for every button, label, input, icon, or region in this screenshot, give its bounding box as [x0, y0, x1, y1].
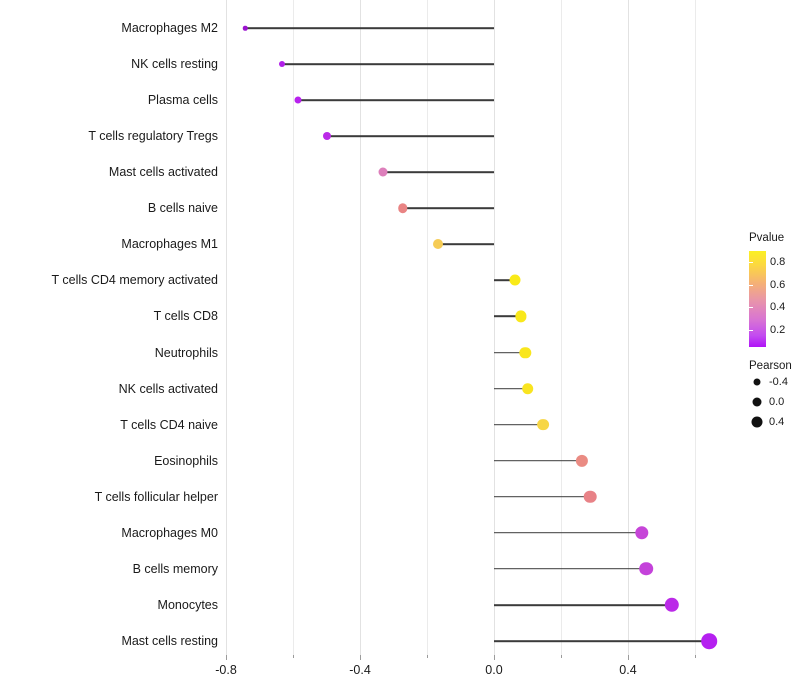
data-point[interactable] — [294, 96, 302, 104]
lollipop-stem — [494, 387, 528, 390]
x-axis-tick — [360, 655, 361, 660]
pearson-legend-dot — [752, 397, 762, 407]
y-axis-label: Monocytes — [157, 597, 218, 612]
data-point[interactable] — [509, 274, 521, 286]
x-axis-minor-tick — [695, 655, 696, 658]
pearson-legend-title: Pearson — [749, 360, 792, 372]
colorbar-tick-label: 0.8 — [770, 256, 786, 269]
data-point[interactable] — [576, 454, 589, 467]
y-axis-label: T cells CD4 naive — [120, 417, 218, 432]
pvalue-colorbar-gradient — [749, 251, 766, 347]
pearson-legend-label: 0.0 — [769, 396, 785, 408]
data-point[interactable] — [242, 25, 248, 31]
lollipop-stem — [494, 351, 526, 354]
lollipop-stem — [402, 207, 494, 210]
y-axis-label: Mast cells resting — [121, 633, 218, 648]
y-axis-label: Neutrophils — [154, 345, 218, 360]
y-axis-label: B cells naive — [147, 201, 218, 216]
gridline — [226, 0, 227, 655]
x-axis-tick — [494, 655, 495, 660]
x-axis-tick-label: 0.4 — [619, 663, 637, 677]
data-point[interactable] — [433, 239, 444, 250]
x-axis-tick-label: 0.0 — [485, 663, 503, 677]
y-axis-label: Macrophages M1 — [121, 237, 218, 252]
x-axis-tick-label: -0.8 — [215, 663, 237, 677]
colorbar-tick — [749, 307, 753, 309]
lollipop-stem — [494, 423, 543, 426]
pearson-legend-dot — [751, 416, 763, 428]
pvalue-colorbar — [749, 251, 766, 347]
y-axis-label: B cells memory — [132, 561, 218, 576]
pearson-legend-dot — [753, 378, 761, 386]
colorbar-tick — [749, 262, 753, 264]
lollipop-stem — [494, 315, 522, 318]
lollipop-stem — [245, 27, 494, 29]
data-point[interactable] — [635, 526, 649, 540]
y-axis-label: Eosinophils — [154, 453, 218, 468]
lollipop-stem — [438, 243, 494, 246]
colorbar-tick — [749, 330, 753, 332]
x-axis-tick-label: -0.4 — [349, 663, 371, 677]
colorbar-tick-label: 0.2 — [770, 324, 786, 337]
data-point[interactable] — [537, 418, 549, 431]
gridline — [360, 0, 361, 655]
data-point[interactable] — [583, 490, 597, 504]
data-point[interactable] — [664, 597, 680, 613]
data-point[interactable] — [322, 132, 331, 141]
gridline — [561, 0, 562, 655]
y-axis-label: Macrophages M2 — [121, 20, 218, 35]
lollipop-stem — [494, 640, 710, 642]
x-axis-tick — [226, 655, 227, 660]
x-axis: -0.8 -0.4 0.0 0.4 — [215, 655, 727, 700]
data-point[interactable] — [522, 382, 534, 395]
x-axis-minor-tick — [293, 655, 294, 658]
y-axis-label: NK cells activated — [118, 381, 218, 396]
gridline — [427, 0, 428, 655]
y-axis-label: T cells follicular helper — [94, 489, 218, 504]
y-axis-label: Macrophages M0 — [121, 525, 218, 540]
lollipop-stem — [494, 604, 672, 606]
data-point[interactable] — [701, 633, 717, 649]
lollipop-stem — [383, 171, 494, 174]
lollipop-stem — [494, 459, 583, 462]
colorbar-tick — [749, 284, 753, 286]
gridline — [695, 0, 696, 655]
pearson-legend-label: 0.4 — [769, 416, 785, 428]
gridline — [494, 0, 495, 655]
data-point[interactable] — [278, 61, 285, 68]
data-point[interactable] — [378, 167, 388, 177]
y-axis-labels: Macrophages M2 NK cells resting Plasma cel… — [0, 0, 219, 700]
y-axis-label: T cells regulatory Tregs — [88, 128, 218, 143]
plot-panel — [226, 0, 727, 655]
y-axis-label: Plasma cells — [147, 92, 218, 107]
y-axis-label: T cells CD8 — [153, 309, 218, 324]
lollipop-stem — [298, 99, 494, 101]
y-axis-label: T cells CD4 memory activated — [51, 273, 219, 288]
lollipop-stem — [281, 63, 494, 65]
pvalue-legend-title: Pvalue — [749, 232, 785, 244]
y-axis-label: NK cells resting — [131, 56, 218, 71]
y-axis-label: Mast cells activated — [108, 164, 218, 179]
lollipop-stem — [326, 135, 494, 137]
lollipop-stem — [494, 495, 591, 498]
data-point[interactable] — [519, 346, 531, 359]
gridline — [293, 0, 294, 655]
data-point[interactable] — [639, 562, 653, 576]
x-axis-tick — [628, 655, 629, 660]
lollipop-stem — [494, 279, 516, 282]
lollipop-stem — [494, 532, 643, 534]
x-axis-minor-tick — [427, 655, 428, 658]
data-point[interactable] — [398, 203, 408, 214]
data-point[interactable] — [515, 310, 527, 323]
pearson-legend-label: -0.4 — [769, 376, 788, 388]
x-axis-minor-tick — [561, 655, 562, 658]
lollipop-stem — [494, 568, 647, 570]
gridline — [628, 0, 629, 655]
legend-group: Pvalue 0.8 0.6 0.4 0.2 Pearson -0.4 0.0 0.4 — [740, 232, 800, 442]
colorbar-tick-label: 0.6 — [770, 278, 786, 291]
colorbar-tick-label: 0.4 — [770, 301, 786, 314]
